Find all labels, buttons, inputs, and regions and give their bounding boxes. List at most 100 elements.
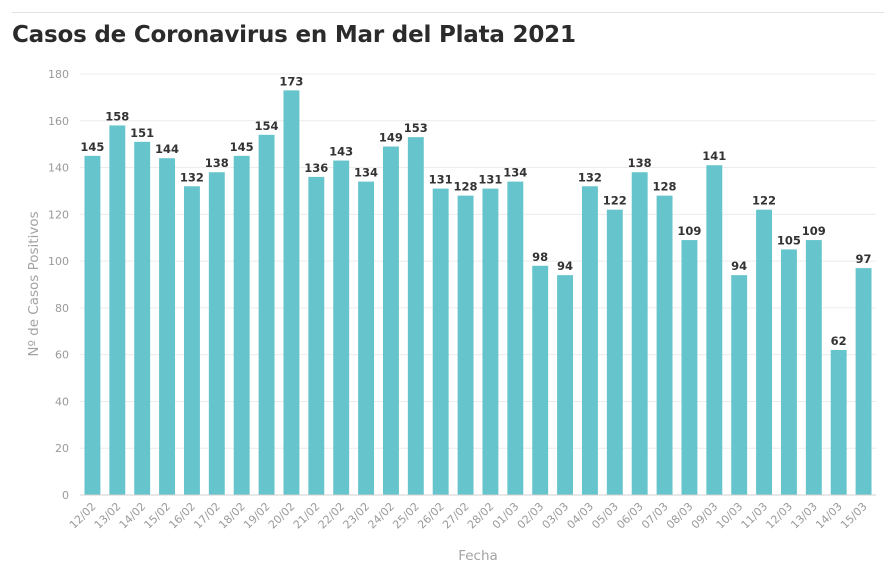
bar <box>233 155 250 495</box>
bar <box>432 188 449 495</box>
x-tick-label: 28/02 <box>465 500 497 532</box>
data-label: 97 <box>856 252 872 266</box>
bar <box>482 188 499 495</box>
bar <box>333 160 350 496</box>
x-tick-label: 12/03 <box>763 500 795 532</box>
x-tick-label: 20/02 <box>266 500 298 532</box>
x-tick-label: 18/02 <box>216 500 248 532</box>
x-tick-label: 09/03 <box>689 500 721 532</box>
data-label: 132 <box>578 170 602 184</box>
x-tick-label: 14/02 <box>117 500 149 532</box>
data-label: 109 <box>677 224 701 238</box>
data-label: 138 <box>205 156 229 170</box>
x-tick-label: 06/03 <box>614 500 646 532</box>
data-label: 141 <box>702 149 726 163</box>
data-label: 122 <box>752 194 776 208</box>
y-tick-label: 20 <box>55 442 69 455</box>
bar <box>532 265 549 495</box>
bar <box>358 181 375 496</box>
bar <box>805 240 822 495</box>
data-label: 153 <box>404 121 428 135</box>
x-tick-label: 21/02 <box>291 500 323 532</box>
data-label: 98 <box>532 250 548 264</box>
data-label: 134 <box>354 166 378 180</box>
y-tick-label: 140 <box>48 162 69 175</box>
y-tick-label: 120 <box>48 208 69 221</box>
data-label: 143 <box>329 145 353 159</box>
data-label: 62 <box>831 334 847 348</box>
data-label: 122 <box>603 194 627 208</box>
bar <box>681 240 698 495</box>
bar <box>407 137 424 495</box>
data-label: 151 <box>130 126 154 140</box>
x-tick-label: 07/03 <box>639 500 671 532</box>
x-tick-label: 10/03 <box>714 500 746 532</box>
bar <box>855 268 872 495</box>
bar <box>656 195 673 495</box>
data-label: 158 <box>105 109 129 123</box>
value-labels: 1451581511441321381451541731361431341491… <box>80 74 871 348</box>
bar <box>581 186 598 495</box>
x-tick-label: 12/02 <box>67 500 99 532</box>
y-tick-label: 180 <box>48 68 69 81</box>
data-label: 145 <box>80 140 104 154</box>
x-tick-label: 03/03 <box>540 500 572 532</box>
bar <box>258 134 275 496</box>
data-label: 138 <box>628 156 652 170</box>
x-tick-label: 08/03 <box>664 500 696 532</box>
data-label: 131 <box>478 173 502 187</box>
data-label: 105 <box>777 233 801 247</box>
x-tick-label: 11/03 <box>739 500 771 532</box>
data-label: 109 <box>802 224 826 238</box>
data-label: 173 <box>279 74 303 88</box>
bar <box>183 186 200 495</box>
data-label: 94 <box>731 259 747 273</box>
data-label: 154 <box>255 119 279 133</box>
x-tick-label: 22/02 <box>316 500 348 532</box>
x-tick-label: 19/02 <box>241 500 273 532</box>
x-tick-label: 15/03 <box>838 500 870 532</box>
bar <box>84 155 101 495</box>
x-tick-label: 01/03 <box>490 500 522 532</box>
y-tick-label: 80 <box>55 302 69 315</box>
y-tick-label: 40 <box>55 395 69 408</box>
data-label: 132 <box>180 170 204 184</box>
bar <box>134 141 151 496</box>
bar <box>308 176 325 495</box>
bar <box>507 181 524 496</box>
bar <box>382 146 399 495</box>
x-tick-label: 25/02 <box>390 500 422 532</box>
x-tick-label: 02/03 <box>515 500 547 532</box>
bar <box>706 165 723 495</box>
x-tick-label: 17/02 <box>191 500 223 532</box>
data-label: 94 <box>557 259 573 273</box>
x-axis-ticks: 12/0213/0214/0215/0216/0217/0218/0219/02… <box>67 500 870 532</box>
bar <box>731 275 748 495</box>
y-tick-label: 0 <box>62 489 69 502</box>
x-tick-label: 05/03 <box>589 500 621 532</box>
data-label: 144 <box>155 142 179 156</box>
x-tick-label: 13/03 <box>788 500 820 532</box>
data-label: 145 <box>230 140 254 154</box>
data-label: 131 <box>429 173 453 187</box>
y-tick-label: 100 <box>48 255 69 268</box>
bar <box>208 172 225 495</box>
bar <box>283 90 300 495</box>
y-tick-label: 160 <box>48 115 69 128</box>
chart-title: Casos de Coronavirus en Mar del Plata 20… <box>12 22 576 48</box>
bar <box>457 195 474 495</box>
data-label: 134 <box>503 166 527 180</box>
bar <box>159 158 176 495</box>
bar <box>830 349 847 495</box>
top-divider <box>12 12 884 13</box>
bar <box>606 209 623 495</box>
x-axis-title: Fecha <box>458 548 498 564</box>
x-tick-label: 26/02 <box>415 500 447 532</box>
x-tick-label: 27/02 <box>440 500 472 532</box>
bars <box>84 90 872 496</box>
data-label: 128 <box>653 180 677 194</box>
data-label: 136 <box>304 161 328 175</box>
bar <box>780 249 797 495</box>
bar <box>631 172 648 495</box>
